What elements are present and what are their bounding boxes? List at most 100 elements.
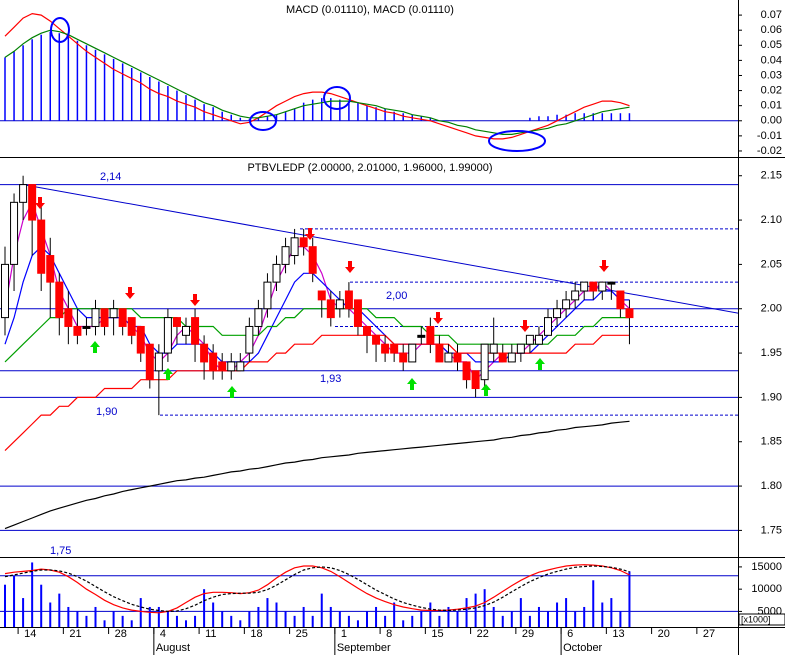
unit-note: [x1000]	[741, 614, 771, 624]
y-tick-label: 1.95	[761, 347, 782, 359]
candle-body	[127, 317, 136, 336]
price-panel	[0, 175, 738, 531]
volume-bar	[212, 602, 215, 627]
highlight-ellipse	[249, 111, 277, 131]
x-tick-label: 21	[69, 628, 81, 640]
candle-body	[372, 334, 381, 345]
candle-body	[598, 281, 607, 292]
volume-bar	[375, 606, 378, 627]
candle-body	[317, 290, 326, 301]
x-tick-label: 11	[205, 628, 216, 640]
buy-arrow	[407, 378, 417, 390]
volume-bar	[492, 606, 495, 627]
volume-bar	[13, 575, 16, 627]
candle-body	[182, 325, 190, 336]
candle-body	[381, 343, 390, 354]
histogram-bar	[121, 63, 124, 121]
candle-body	[254, 308, 263, 327]
histogram-bar	[13, 51, 15, 121]
candle-body	[562, 299, 571, 310]
sell-arrow	[345, 261, 355, 273]
histogram-bar	[275, 114, 278, 121]
volume-bar	[103, 620, 106, 627]
x-tick-label: 20	[658, 628, 670, 640]
histogram-bar	[547, 116, 549, 121]
volume-bar	[366, 611, 368, 627]
y-tick-label: 0.03	[761, 69, 782, 81]
buy-arrow	[481, 384, 491, 396]
volume-bar	[429, 602, 432, 627]
volume-bar	[384, 615, 387, 627]
volume-bar	[157, 606, 160, 627]
candle-body	[326, 299, 335, 319]
histogram-bar	[203, 104, 205, 121]
histogram-bar	[130, 67, 133, 121]
histogram-bar	[149, 76, 151, 121]
candle-body	[462, 361, 471, 381]
histogram-bar	[4, 57, 6, 121]
candle-body	[136, 325, 145, 354]
volume-bar	[248, 611, 251, 627]
y-tick-label: 10000	[751, 583, 782, 595]
histogram-bar	[311, 99, 314, 121]
y-tick-label: 15000	[751, 561, 782, 573]
x-tick-label: 13	[612, 628, 624, 640]
x-tick-label: 25	[296, 628, 308, 640]
volume-bar	[31, 562, 34, 627]
candle-body	[118, 308, 127, 327]
histogram-bar	[601, 113, 604, 121]
x-tick-label: 14	[24, 628, 36, 640]
volume-bar	[465, 598, 468, 627]
y-tick-label: 1.90	[761, 391, 782, 403]
volume-bar	[474, 593, 477, 627]
volume-bar	[239, 620, 242, 627]
line	[4, 334, 630, 452]
level-label: 1,90	[96, 406, 117, 418]
candle-body	[209, 352, 218, 372]
y-tick-label: 0.06	[761, 24, 782, 36]
candle-body	[263, 281, 272, 310]
volume-bar	[49, 602, 52, 627]
volume-bar	[347, 615, 350, 627]
volume-bar	[203, 589, 206, 627]
volume-bar	[438, 615, 441, 627]
histogram-bar	[565, 114, 567, 121]
x-tick-label: 22	[477, 628, 489, 640]
volume-bar	[311, 615, 314, 627]
histogram-bar	[212, 107, 214, 121]
highlight-ellipse	[323, 86, 351, 110]
histogram-bar	[103, 54, 106, 121]
histogram-bar	[284, 111, 287, 121]
histogram-bar	[112, 58, 115, 121]
candle-body	[100, 308, 109, 327]
volume-bar	[528, 615, 531, 627]
y-tick-label: 2.10	[761, 214, 782, 226]
candle-body	[580, 281, 589, 292]
candle-body	[607, 281, 616, 285]
volume-bar	[320, 593, 323, 627]
candle-body	[435, 343, 444, 363]
y-tick-label: 0.05	[761, 39, 782, 51]
volume-bar	[94, 606, 97, 627]
y-tick-label: -0.01	[757, 130, 782, 142]
candle-body	[471, 370, 480, 390]
y-tick-label: 2.00	[761, 303, 782, 315]
candle-body	[91, 308, 100, 327]
volume-bar	[58, 593, 61, 627]
volume-bar	[610, 598, 613, 627]
volume-bar	[592, 580, 595, 627]
histogram-bar	[429, 117, 432, 121]
volume-bar	[601, 602, 604, 627]
y-tick-label: 2.05	[761, 258, 782, 270]
histogram-bar	[58, 33, 61, 121]
volume-bar	[356, 620, 359, 627]
candle-body	[245, 325, 254, 354]
histogram-bar	[384, 108, 386, 121]
candle-body	[534, 334, 543, 345]
histogram-bar	[393, 111, 395, 121]
candle-body	[37, 219, 46, 274]
buy-arrow	[535, 358, 545, 370]
candle-body	[353, 299, 362, 327]
